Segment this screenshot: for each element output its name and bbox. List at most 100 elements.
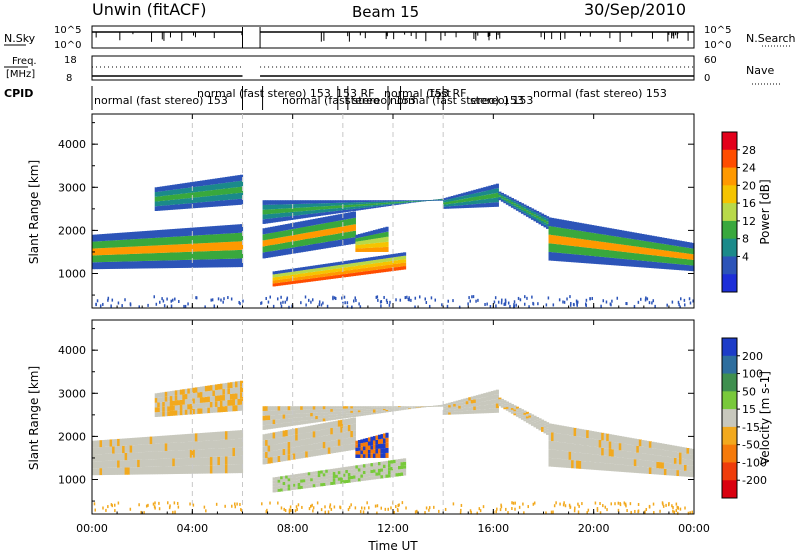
data-strip [355,468,359,472]
data-strip [327,272,331,277]
data-strip [94,461,98,469]
ground-speckle [154,506,156,510]
data-strip [227,258,231,268]
data-strip [290,223,294,230]
data-strip [164,435,168,444]
data-strip [370,445,374,450]
data-strip [370,476,374,480]
data-strip [320,415,324,419]
data-strip [400,262,404,267]
data-strip [576,238,580,247]
data-strip [312,213,316,217]
data-strip [287,200,291,205]
data-strip [327,241,331,248]
ground-speckle [111,298,114,302]
data-strip [385,254,389,259]
data-strip [217,456,221,466]
data-strip [132,437,136,446]
data-strip [197,227,201,236]
data-strip [375,453,379,458]
data-strip [277,449,281,456]
data-strip [448,196,452,200]
data-strip [403,266,407,270]
data-strip [683,470,688,477]
ground-speckle [677,511,679,515]
data-strip [535,424,540,427]
data-strip [280,414,284,419]
data-strip [107,453,111,461]
data-strip [678,446,683,453]
data-strip [152,260,156,269]
data-strip [596,447,600,455]
colorbar-swatch [722,132,737,151]
data-strip [400,408,404,410]
power-colorbar-label: Power [dB] [758,179,772,244]
data-strip [102,233,106,242]
data-strip [104,247,108,255]
data-strip [400,462,404,466]
data-strip [177,199,181,205]
data-strip [197,186,201,192]
data-strip [593,240,597,249]
data-strip [643,241,647,248]
data-strip [272,280,276,284]
ground-speckle [405,506,407,510]
data-strip [548,423,552,433]
ground-speckle [468,296,470,300]
data-strip [671,251,675,258]
data-strip [548,234,552,244]
data-strip [661,449,665,457]
data-strip [691,465,695,472]
data-strip [380,464,384,469]
data-strip [197,197,201,203]
ground-speckle [610,502,612,506]
data-strip [483,409,487,414]
data-strip [626,451,630,459]
ground-speckle [129,507,132,511]
ground-speckle [147,503,149,507]
data-strip [182,236,186,245]
data-strip [658,443,662,450]
data-strip [114,467,118,475]
data-strip [546,432,550,435]
data-strip [571,427,575,436]
ground-speckle [514,507,516,511]
data-strip [129,460,133,468]
data-strip [345,466,349,470]
data-strip [270,200,274,205]
ground-speckle [515,303,517,307]
data-strip [458,411,462,415]
data-strip [448,412,452,415]
data-strip [380,468,384,472]
data-strip [352,410,356,413]
data-strip [322,223,326,230]
data-strip [219,189,224,195]
data-strip [315,419,319,423]
data-strip [272,406,276,411]
freq-tick-bottom: 8 [66,73,72,84]
data-strip [337,433,341,440]
data-strip [129,239,133,247]
data-strip [117,247,121,255]
data-strip [372,466,377,470]
data-strip [107,233,111,241]
data-strip [678,470,683,477]
data-strip [275,423,279,429]
data-strip [676,446,680,453]
data-strip [556,218,560,228]
data-strip [387,410,392,412]
data-strip [267,245,271,252]
data-strip [382,464,387,469]
ground-speckle [386,300,389,304]
data-strip [448,409,452,413]
data-strip [312,484,316,488]
data-strip [382,200,387,202]
data-strip [277,217,281,222]
data-strip [280,217,284,222]
data-strip [219,465,224,474]
data-strip [337,439,341,446]
data-strip [159,402,163,407]
data-strip [523,211,527,214]
data-strip [322,409,326,413]
data-strip [280,231,284,238]
